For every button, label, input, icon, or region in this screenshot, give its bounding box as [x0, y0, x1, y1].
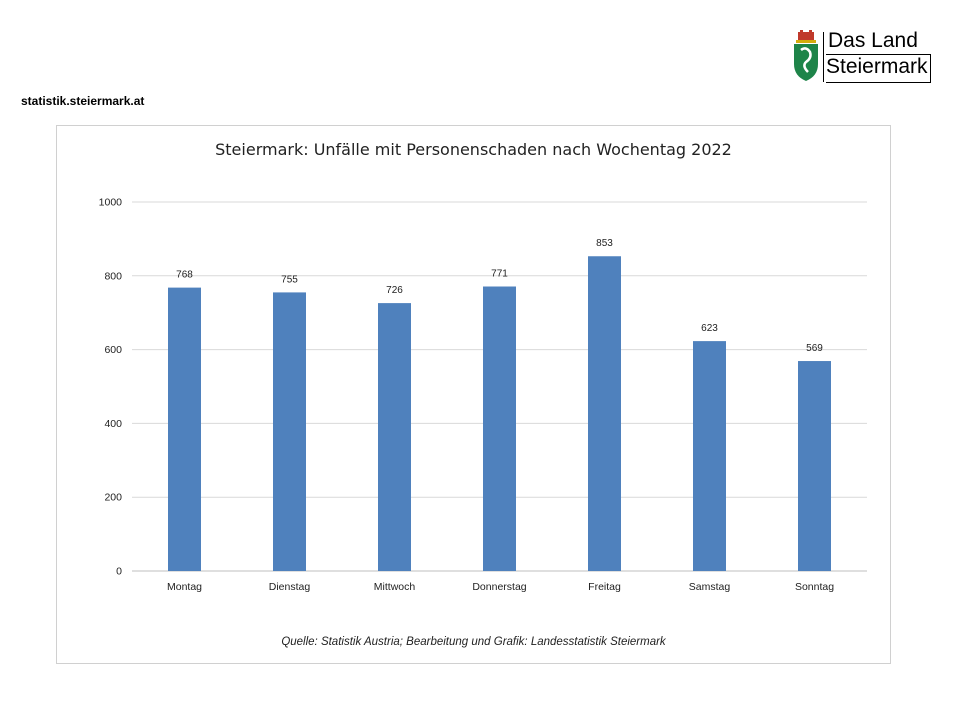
data-label: 853 — [596, 238, 613, 249]
x-tick-label: Freitag — [588, 581, 621, 593]
data-label: 726 — [386, 285, 403, 296]
x-tick-label: Mittwoch — [374, 581, 416, 593]
y-tick-label: 600 — [104, 344, 122, 356]
x-tick-label: Samstag — [689, 581, 731, 593]
site-url-label: statistik.steiermark.at — [21, 94, 145, 108]
logo-line-1: Das Land — [828, 29, 918, 52]
data-label: 569 — [806, 343, 823, 354]
x-tick-label: Dienstag — [269, 581, 311, 593]
x-tick-label: Montag — [167, 581, 202, 593]
bar — [693, 341, 726, 571]
data-label: 768 — [176, 270, 193, 281]
y-tick-label: 400 — [104, 418, 122, 430]
bar-chart: 0 200 400 600 800 1000 768 Montag 755 Dienstag 726… — [99, 197, 867, 593]
x-tick-label: Sonntag — [795, 581, 834, 593]
coat-of-arms-icon — [794, 30, 818, 81]
chart-frame: Steiermark: Unfälle mit Personenschaden … — [56, 125, 891, 664]
data-label: 623 — [701, 323, 718, 334]
logo-text: Das Land Steiermark — [826, 30, 931, 83]
bar — [483, 286, 516, 571]
logo-line-2: Steiermark — [826, 54, 931, 83]
bar — [378, 303, 411, 571]
bar — [168, 287, 201, 571]
y-tick-label: 200 — [104, 492, 122, 504]
data-label: 755 — [281, 274, 298, 285]
chart-title: Steiermark: Unfälle mit Personenschaden … — [215, 140, 732, 159]
source-note: Quelle: Statistik Austria; Bearbeitung u… — [281, 636, 666, 648]
bar — [798, 361, 831, 571]
y-tick-label: 1000 — [99, 197, 123, 209]
data-label: 771 — [491, 269, 508, 280]
bar — [273, 292, 306, 571]
y-tick-label: 800 — [104, 270, 122, 282]
y-tick-label: 0 — [116, 566, 122, 578]
logo-divider — [823, 32, 824, 82]
das-land-steiermark-logo: Das Land Steiermark — [790, 28, 931, 84]
bar — [588, 256, 621, 571]
x-tick-label: Donnerstag — [472, 581, 526, 593]
